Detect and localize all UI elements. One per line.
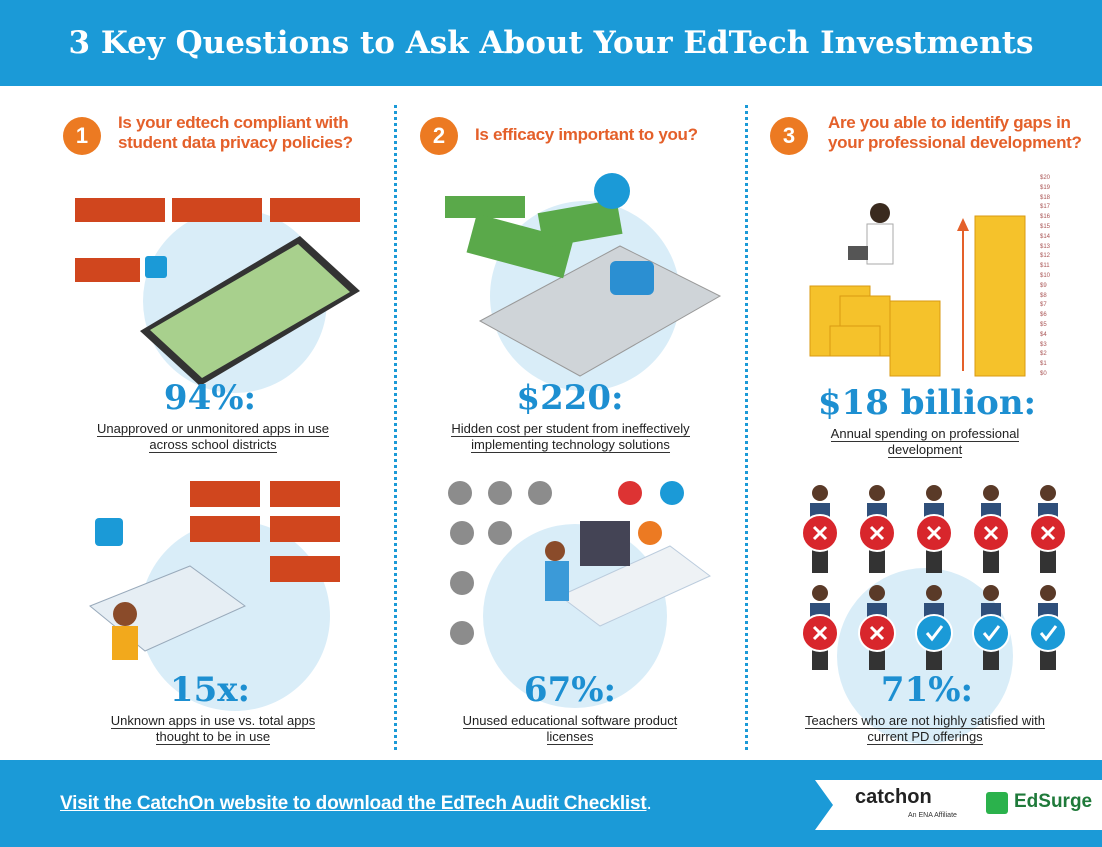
scale-label: $1 xyxy=(1040,361,1047,367)
stat-figure: $18 billion: xyxy=(762,383,1092,423)
person-part xyxy=(812,585,828,601)
person-part xyxy=(869,485,885,501)
scale-label: $7 xyxy=(1040,302,1047,308)
person-part xyxy=(916,615,952,651)
stat-text: Hidden cost per student from ineffective… xyxy=(451,421,689,453)
stat-text: Unused educational software product lice… xyxy=(463,713,678,745)
footer: Visit the CatchOn website to download th… xyxy=(0,760,1102,847)
question: Is your edtech compliant with student da… xyxy=(118,113,378,153)
logo-edsurge: EdSurge xyxy=(1014,791,1092,813)
scale-label: $19 xyxy=(1040,185,1050,191)
person-part xyxy=(973,615,1009,651)
people-icons xyxy=(790,475,1080,670)
person-part xyxy=(1040,585,1056,601)
people-grid xyxy=(790,475,1080,670)
logo-tagline: An ENA Affiliate xyxy=(908,812,957,819)
question-number: 1 xyxy=(63,117,101,155)
question: Are you able to identify gaps in your pr… xyxy=(828,113,1088,153)
stat-description: Unapproved or unmonitored apps in use ac… xyxy=(93,421,333,453)
infographic: 3 Key Questions to Ask About Your EdTech… xyxy=(0,0,1102,847)
question: Is efficacy important to you? xyxy=(475,125,735,145)
scale-label: $8 xyxy=(1040,293,1047,299)
scale-label: $13 xyxy=(1040,244,1050,250)
stat-text: Unknown apps in use vs. total apps thoug… xyxy=(111,713,316,745)
stat-description: Unused educational software product lice… xyxy=(450,713,690,745)
scale-label: $0 xyxy=(1040,371,1047,377)
footer-text: Visit the CatchOn website to download th… xyxy=(60,793,652,815)
stat-figure: $220: xyxy=(405,378,735,418)
scale-label: $18 xyxy=(1040,195,1050,201)
scale-label: $10 xyxy=(1040,273,1050,279)
scale-label: $14 xyxy=(1040,234,1050,240)
stat-description: Annual spending on professional developm… xyxy=(805,426,1045,458)
scale-label: $4 xyxy=(1040,332,1047,338)
scale-label: $15 xyxy=(1040,224,1050,230)
person-part xyxy=(926,485,942,501)
question-number: 3 xyxy=(770,117,808,155)
stat-figure: 67%: xyxy=(405,670,735,710)
logo-edsurge-icon xyxy=(986,792,1008,814)
stat-description: Hidden cost per student from ineffective… xyxy=(433,421,708,453)
scale-label: $5 xyxy=(1040,322,1047,328)
stat-figure: 94%: xyxy=(45,378,375,418)
stat-text: Teachers who are not highly satisfied wi… xyxy=(805,713,1045,745)
title: 3 Key Questions to Ask About Your EdTech… xyxy=(0,0,1102,86)
stat-figure: 15x: xyxy=(45,670,375,710)
scale: $20 $19 $18 $17 $16 $15 $14 $13 $12 $11 $10 $9 $8 $7 $… xyxy=(1040,178,1070,374)
person-part xyxy=(1040,485,1056,501)
stat-description: Teachers who are not highly satisfied wi… xyxy=(790,713,1060,745)
scale-label: $20 xyxy=(1040,175,1050,181)
scale-label: $17 xyxy=(1040,204,1050,210)
stat-figure: 71%: xyxy=(762,670,1092,710)
scale-label: $11 xyxy=(1040,263,1050,269)
question-number: 2 xyxy=(420,117,458,155)
stat-text: Annual spending on professional developm… xyxy=(831,426,1020,458)
logo-catchon: catchon xyxy=(855,786,932,809)
scale-label: $3 xyxy=(1040,342,1047,348)
stat-description: Unknown apps in use vs. total apps thoug… xyxy=(93,713,333,745)
person-part xyxy=(926,585,942,601)
scale-label: $9 xyxy=(1040,283,1047,289)
stat-text: Unapproved or unmonitored apps in use ac… xyxy=(97,421,329,453)
scale-label: $2 xyxy=(1040,351,1047,357)
person-part xyxy=(1030,615,1066,651)
person-part xyxy=(812,485,828,501)
link[interactable]: Visit the CatchOn website to download th… xyxy=(60,793,646,814)
scale-label: $12 xyxy=(1040,253,1050,259)
person-part xyxy=(983,485,999,501)
person-part xyxy=(983,585,999,601)
person-part xyxy=(869,585,885,601)
scale-label: $6 xyxy=(1040,312,1047,318)
scale-label: $16 xyxy=(1040,214,1050,220)
period: . xyxy=(646,793,651,814)
